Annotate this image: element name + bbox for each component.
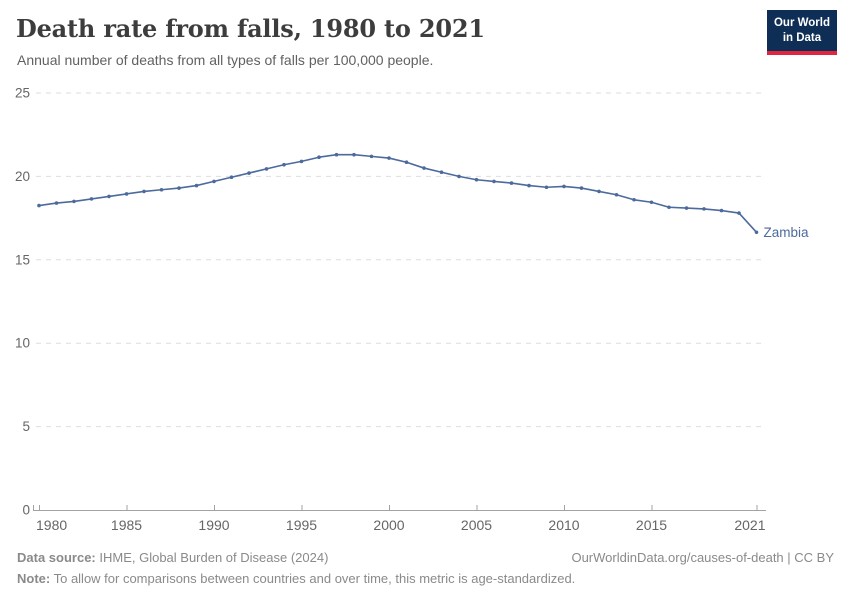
owid-citation-link[interactable]: OurWorldinData.org/causes-of-death | CC … [571, 550, 834, 565]
data-point-1996 [317, 155, 321, 160]
note-label: Note: [17, 571, 51, 586]
x-tick-label-2021: 2021 [734, 517, 765, 533]
data-point-1983 [89, 197, 94, 201]
data-point-1985 [124, 192, 129, 196]
note-text: Note: To allow for comparisons between c… [17, 571, 576, 586]
x-tick-label-1995: 1995 [286, 517, 317, 533]
data-point-1992 [247, 171, 251, 175]
x-tick-label-1985: 1985 [111, 517, 142, 533]
data-point-2021 [754, 230, 759, 235]
x-tick-label-2000: 2000 [373, 517, 404, 533]
y-tick-label-15: 15 [15, 252, 30, 267]
data-point-1993 [264, 167, 269, 171]
x-tick-label-1980: 1980 [36, 517, 67, 533]
data-point-1987 [159, 187, 164, 192]
data-point-1981 [54, 201, 59, 205]
chart-footer: Data source: IHME, Global Burden of Dise… [17, 547, 834, 589]
y-tick-label-25: 25 [15, 86, 30, 101]
data-point-1984 [107, 194, 111, 199]
data-point-1994 [282, 162, 286, 167]
data-point-2017 [684, 206, 689, 210]
data-point-2016 [667, 205, 671, 210]
data-point-2003 [439, 170, 444, 175]
data-point-1982 [72, 199, 76, 204]
series-line-zambia [38, 153, 758, 234]
data-point-2008 [527, 183, 531, 188]
y-tick-label-20: 20 [15, 169, 30, 184]
data-point-1986 [142, 189, 146, 194]
data-point-1990 [212, 179, 216, 184]
series-end-label: Zambia [764, 225, 810, 240]
data-point-2006 [492, 179, 496, 184]
data-point-2009 [544, 185, 549, 190]
data-point-1989 [194, 183, 199, 188]
data-point-2007 [509, 181, 514, 185]
data-point-2014 [632, 197, 636, 202]
data-point-1998 [352, 152, 356, 157]
data-point-2015 [649, 200, 654, 205]
data-point-2012 [597, 189, 601, 194]
owid-logo[interactable]: Our World in Data [766, 10, 837, 55]
y-tick-label-5: 5 [22, 419, 30, 434]
x-tick-label-1990: 1990 [198, 517, 229, 533]
data-point-2018 [702, 207, 706, 211]
data-point-1997 [334, 152, 339, 157]
data-point-2019 [719, 208, 724, 213]
x-tick-label-2005: 2005 [461, 517, 492, 533]
data-source-text: Data source: IHME, Global Burden of Dise… [17, 550, 329, 565]
data-point-2011 [579, 186, 584, 190]
data-point-2000 [387, 156, 391, 160]
data-point-1995 [299, 159, 304, 164]
falls-death-rate-line-chart: 0 5 10 15 20 25 1980 1985 1990 1995 2000 2005 2010 20… [15, 86, 810, 534]
data-point-2020 [737, 211, 741, 215]
owid-logo-line1: Our World [773, 17, 830, 29]
chart-subtitle: Annual number of deaths from all types o… [17, 52, 434, 68]
data-point-1988 [177, 186, 181, 190]
y-tick-label-10: 10 [15, 336, 30, 351]
data-source-label: Data source: [17, 550, 96, 565]
data-point-2010 [562, 184, 566, 189]
data-point-1991 [229, 175, 234, 180]
y-tick-label-0: 0 [22, 503, 30, 518]
data-point-2001 [404, 160, 409, 165]
data-point-1980 [37, 203, 41, 208]
data-point-2002 [422, 166, 426, 170]
data-point-2005 [474, 177, 479, 182]
x-tick-label-2010: 2010 [548, 517, 579, 533]
x-tick-label-2015: 2015 [636, 517, 667, 533]
data-point-2013 [614, 192, 619, 197]
data-point-1999 [369, 154, 374, 159]
owid-logo-line2: in Data [782, 31, 822, 44]
data-point-2004 [457, 174, 461, 179]
page-title: Death rate from falls, 1980 to 2021 [16, 14, 485, 43]
